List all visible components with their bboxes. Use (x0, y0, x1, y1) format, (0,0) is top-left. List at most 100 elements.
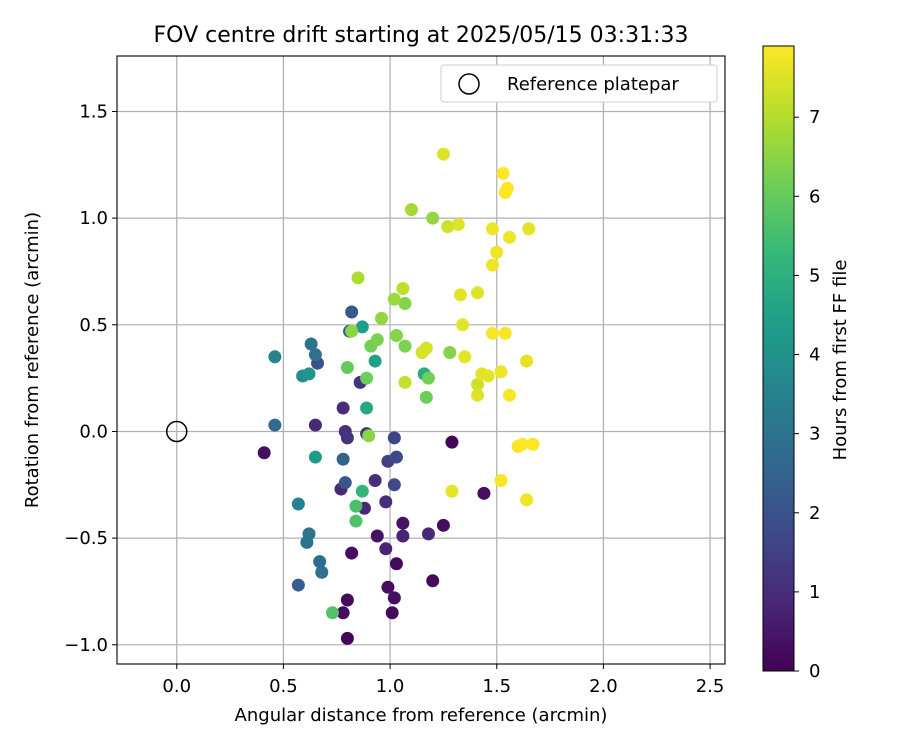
data-point (336, 401, 350, 415)
data-point (351, 271, 365, 285)
data-point (345, 324, 359, 338)
data-point (338, 476, 352, 490)
data-point (520, 493, 534, 507)
data-point (315, 565, 329, 579)
legend: Reference platepar (440, 64, 718, 103)
data-point (387, 478, 401, 492)
data-point (349, 499, 363, 513)
data-point (494, 365, 508, 379)
data-point (421, 371, 435, 385)
data-point (389, 557, 403, 571)
y-axis-label: Rotation from reference (arcmin) (22, 212, 43, 508)
data-point (389, 450, 403, 464)
x-tick-label: 1.0 (376, 676, 405, 697)
data-point (419, 341, 433, 355)
colorbar-gradient (762, 45, 795, 672)
y-tick-label: 1.0 (79, 208, 108, 229)
data-point (471, 286, 485, 300)
data-point (398, 375, 412, 389)
data-point (257, 446, 271, 460)
data-point (515, 437, 529, 451)
data-point (485, 326, 499, 340)
data-point (291, 497, 305, 511)
data-point (436, 518, 450, 532)
data-point (404, 203, 418, 217)
data-point (426, 574, 440, 588)
data-point (498, 326, 512, 340)
data-point (503, 388, 517, 402)
data-point (308, 450, 322, 464)
data-point (340, 431, 354, 445)
reference-marker (165, 420, 188, 443)
y-tick-label: 0.0 (79, 421, 108, 442)
data-point (379, 542, 393, 556)
data-point (355, 484, 369, 498)
data-point (368, 354, 382, 368)
y-tick-label: −1.0 (64, 635, 108, 656)
data-point (471, 388, 485, 402)
data-point (471, 378, 485, 392)
grid (117, 56, 725, 664)
plot-frame (116, 55, 726, 665)
chart-title: FOV centre drift starting at 2025/05/15 … (154, 23, 689, 48)
data-point (503, 230, 517, 244)
data-point (325, 606, 339, 620)
data-point (481, 369, 495, 383)
data-point (381, 580, 395, 594)
data-point (387, 292, 401, 306)
data-point (379, 495, 393, 509)
data-point (340, 360, 354, 374)
legend-marker-icon (458, 73, 480, 95)
data-point (375, 311, 389, 325)
data-point (456, 318, 470, 332)
data-point (441, 220, 455, 234)
y-tick-label: 1.5 (79, 101, 108, 122)
legend-entry-label: Reference platepar (507, 74, 679, 95)
x-tick-label: 1.5 (482, 676, 511, 697)
data-points (257, 147, 540, 645)
data-point (445, 435, 459, 449)
data-point (485, 258, 499, 272)
data-point (345, 546, 359, 560)
data-point (300, 535, 314, 549)
data-point (355, 320, 369, 334)
data-point (396, 282, 410, 296)
x-axis-ticks: 0.0 0.5 1.0 1.5 2.0 2.5 (162, 664, 724, 697)
data-point (453, 288, 467, 302)
plot-area: 0.0 0.5 1.0 1.5 2.0 2.5 −1.0 −0.5 0.0 0.5 1.0 1.5 (64, 55, 726, 697)
colorbar-tick-label: 0 (809, 661, 820, 682)
y-tick-label: 0.5 (79, 315, 108, 336)
data-point (445, 484, 459, 498)
data-point (443, 346, 457, 360)
data-point (458, 350, 472, 364)
colorbar-tick-label: 5 (809, 265, 820, 286)
data-point (304, 337, 318, 351)
data-point (313, 555, 327, 569)
data-point (389, 328, 403, 342)
colorbar-tick-label: 3 (809, 424, 820, 445)
colorbar-ticks: 0 1 2 3 4 5 6 7 (794, 107, 820, 682)
data-point (494, 474, 508, 488)
data-point (291, 578, 305, 592)
data-point (396, 516, 410, 530)
data-point (370, 529, 384, 543)
colorbar-tick-label: 1 (809, 582, 820, 603)
data-point (396, 529, 410, 543)
y-tick-label: −0.5 (64, 528, 108, 549)
data-point (349, 514, 363, 528)
data-point (340, 631, 354, 645)
data-point (387, 431, 401, 445)
data-point (436, 147, 450, 161)
data-point (522, 222, 536, 236)
data-point (368, 474, 382, 488)
data-point (345, 305, 359, 319)
data-point (360, 401, 374, 415)
data-point (490, 245, 504, 259)
data-point (520, 354, 534, 368)
data-point (421, 527, 435, 541)
data-point (451, 218, 465, 232)
data-point (336, 452, 350, 466)
data-point (526, 437, 540, 451)
data-point (268, 418, 282, 432)
